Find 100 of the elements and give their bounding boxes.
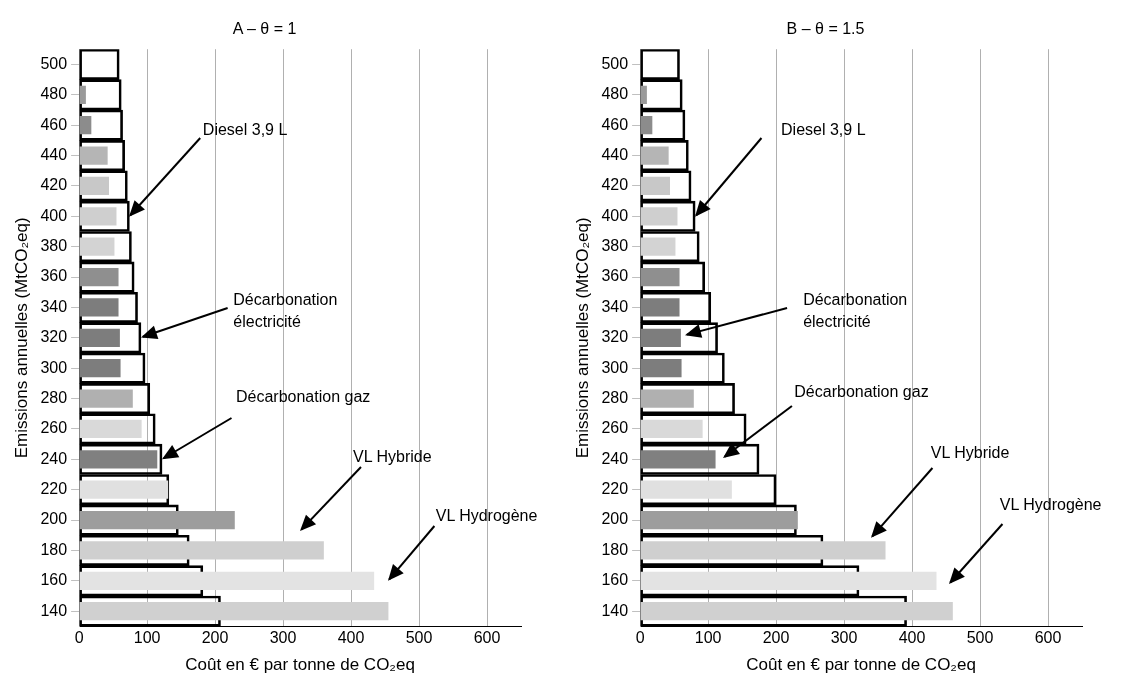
y-tick-label: 200 (601, 510, 629, 528)
annotation: Décarbonation électricité (233, 289, 338, 332)
bar (79, 389, 133, 408)
bar (79, 328, 120, 347)
y-tick-label: 400 (40, 206, 68, 224)
x-tick-label: 300 (830, 629, 858, 647)
annotation: VL Hydrogène (999, 495, 1102, 516)
y-tick-label: 240 (40, 449, 68, 467)
y-tick-label: 320 (40, 328, 68, 346)
y-tick-label: 180 (40, 540, 68, 558)
x-tick-label: 0 (74, 629, 84, 647)
annotation: Décarbonation gaz (794, 382, 929, 403)
annotation: VL Hybride (353, 446, 432, 467)
x-axis-title: Coût en € par tonne de CO₂eq (746, 655, 976, 675)
bar (640, 480, 732, 499)
bar (79, 541, 324, 560)
y-tick-label: 420 (40, 176, 68, 194)
bar (640, 237, 676, 256)
chart-title: A – θ = 1 (232, 20, 297, 38)
x-tick-label: 500 (405, 629, 433, 647)
x-tick-label: 500 (966, 629, 994, 647)
y-tick-label: 260 (601, 419, 629, 437)
bar (640, 116, 653, 135)
y-tick-label: 360 (601, 267, 629, 285)
y-tick-label: 280 (601, 388, 629, 406)
bar (640, 571, 937, 590)
y-tick-label: 320 (601, 328, 629, 346)
x-tick-label: 100 (133, 629, 161, 647)
bar (640, 602, 953, 621)
bar (79, 450, 158, 469)
bar (640, 541, 886, 560)
y-tick-label: 160 (40, 571, 68, 589)
x-tick-label: 400 (898, 629, 926, 647)
annotation: Décarbonation gaz (235, 387, 371, 408)
bar (79, 298, 119, 317)
y-tick-label: 140 (40, 601, 68, 619)
bar (640, 450, 716, 469)
x-axis-title: Coût en € par tonne de CO₂eq (185, 655, 415, 675)
bar (79, 207, 117, 226)
y-tick-label: 420 (601, 176, 629, 194)
y-tick-label: 400 (601, 206, 629, 224)
bar (640, 359, 682, 378)
y-tick-label: 500 (601, 54, 629, 72)
y-tick-label: 460 (40, 115, 68, 133)
y-tick-label: 220 (40, 480, 68, 498)
bar (640, 207, 678, 226)
y-tick-label: 440 (40, 145, 68, 163)
chart-title: B – θ = 1.5 (786, 20, 865, 38)
bar (79, 571, 375, 590)
annotation: Décarbonation électricité (803, 289, 908, 332)
bar (640, 267, 680, 287)
annotation: VL Hydrogène (435, 505, 538, 526)
bar (640, 85, 647, 104)
bar (79, 85, 86, 104)
y-tick-label: 480 (601, 85, 629, 103)
y-tick-label: 500 (40, 54, 68, 72)
y-axis-title: Emissions annuelles (MtCO₂eq) (11, 217, 31, 459)
bar (79, 419, 142, 439)
x-tick-label: 600 (1034, 629, 1062, 647)
y-tick-label: 380 (40, 237, 68, 255)
bar (640, 510, 798, 530)
bar (79, 510, 235, 530)
x-tick-label: 200 (201, 629, 229, 647)
y-tick-label: 180 (601, 540, 629, 558)
bar (640, 328, 681, 347)
y-tick-label: 280 (40, 388, 68, 406)
y-tick-label: 360 (40, 267, 68, 285)
y-axis-title: Emissions annuelles (MtCO₂eq) (572, 217, 592, 459)
x-tick-label: 100 (694, 629, 722, 647)
y-tick-label: 300 (601, 358, 629, 376)
bar (79, 116, 92, 135)
y-tick-label: 240 (601, 449, 629, 467)
y-tick-label: 340 (40, 297, 68, 315)
y-tick-label: 260 (40, 419, 68, 437)
x-tick-label: 200 (762, 629, 790, 647)
y-tick-label: 480 (40, 85, 68, 103)
y-tick-label: 380 (601, 237, 629, 255)
bar (640, 298, 680, 317)
annotation: Diesel 3,9 L (202, 120, 288, 140)
x-tick-label: 600 (473, 629, 501, 647)
bar (79, 602, 389, 621)
x-tick-label: 400 (337, 629, 365, 647)
y-tick-label: 340 (601, 297, 629, 315)
bar (640, 419, 703, 439)
bar (79, 267, 119, 287)
y-tick-label: 200 (40, 510, 68, 528)
bar (79, 359, 121, 378)
y-tick-label: 300 (40, 358, 68, 376)
bar (640, 389, 694, 408)
y-tick-label: 160 (601, 571, 629, 589)
y-tick-label: 440 (601, 145, 629, 163)
x-tick-label: 0 (635, 629, 645, 647)
bar (79, 480, 169, 499)
annotation: Diesel 3,9 L (781, 120, 866, 140)
y-tick-label: 460 (601, 115, 629, 133)
x-tick-label: 300 (269, 629, 297, 647)
y-tick-label: 220 (601, 480, 629, 498)
bar (79, 237, 115, 256)
y-tick-label: 140 (601, 601, 629, 619)
annotation: VL Hybride (930, 443, 1010, 464)
